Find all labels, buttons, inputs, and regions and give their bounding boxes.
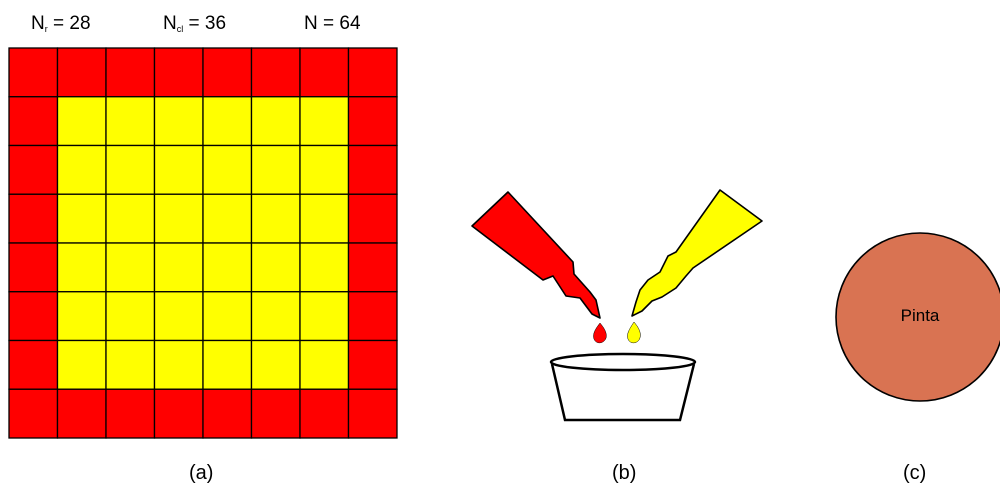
cell-grid <box>8 47 398 439</box>
yellow-cell <box>299 339 350 390</box>
yellow-cell <box>250 291 301 342</box>
yellow-cell <box>250 242 301 293</box>
yellow-cell <box>56 144 107 195</box>
yellow-cell <box>56 193 107 244</box>
yellow-cell <box>105 291 156 342</box>
yellow-cell <box>56 339 107 390</box>
yellow-cell <box>299 242 350 293</box>
yellow-cell <box>153 193 204 244</box>
caption-b: (b) <box>612 462 637 484</box>
paint-label: Pinta <box>900 306 940 325</box>
yellow-cell <box>202 242 253 293</box>
yellow-cell <box>202 291 253 342</box>
red-cell <box>347 339 398 390</box>
yellow-cell <box>299 291 350 342</box>
red-cell <box>8 144 59 195</box>
red-cell <box>347 388 398 439</box>
yellow-cell <box>202 193 253 244</box>
red-cell <box>347 144 398 195</box>
red-cell <box>56 47 107 98</box>
yellow-cell <box>153 291 204 342</box>
red-cell <box>202 388 253 439</box>
red-cell <box>299 388 350 439</box>
red-cell <box>153 388 204 439</box>
red-cell <box>105 388 156 439</box>
red-cell <box>105 47 156 98</box>
red-cell <box>250 388 301 439</box>
yellow-cell <box>153 242 204 293</box>
yellow-cell <box>202 339 253 390</box>
yellow-cell <box>250 193 301 244</box>
yellow-cell <box>250 96 301 147</box>
yellow-cell <box>153 339 204 390</box>
yellow-cell <box>299 96 350 147</box>
yellow-cell <box>299 144 350 195</box>
yellow-cell <box>153 96 204 147</box>
yellow-cell <box>105 144 156 195</box>
mixing-bowl <box>549 352 697 422</box>
red-cell <box>347 193 398 244</box>
red-cell <box>8 96 59 147</box>
yellow-cell <box>105 242 156 293</box>
count-red: Nr = 28 <box>31 13 91 34</box>
yellow-drop <box>627 321 641 344</box>
red-cell <box>299 47 350 98</box>
red-cell <box>347 291 398 342</box>
red-cell <box>8 47 59 98</box>
count-total: N = 64 <box>304 13 361 34</box>
caption-c: (c) <box>903 462 927 484</box>
red-cell <box>8 388 59 439</box>
red-cell <box>347 47 398 98</box>
yellow-cell <box>202 96 253 147</box>
caption-a: (a) <box>189 462 214 484</box>
yellow-cell <box>105 193 156 244</box>
yellow-bottle <box>627 189 763 344</box>
red-cell <box>8 242 59 293</box>
yellow-cell <box>202 144 253 195</box>
red-cell <box>347 96 398 147</box>
red-cell <box>8 339 59 390</box>
yellow-cell <box>56 291 107 342</box>
paint-circle <box>835 232 1000 402</box>
yellow-cell <box>105 96 156 147</box>
red-drop <box>593 322 607 344</box>
count-yellow: Ncl = 36 <box>163 13 227 34</box>
yellow-cell <box>299 193 350 244</box>
yellow-cell <box>105 339 156 390</box>
yellow-cell <box>153 144 204 195</box>
red-cell <box>250 47 301 98</box>
red-cell <box>8 291 59 342</box>
yellow-cell <box>56 96 107 147</box>
red-bottle <box>471 191 607 344</box>
red-cell <box>347 242 398 293</box>
red-cell <box>202 47 253 98</box>
yellow-cell <box>250 144 301 195</box>
red-cell <box>153 47 204 98</box>
yellow-cell <box>250 339 301 390</box>
red-cell <box>56 388 107 439</box>
yellow-cell <box>56 242 107 293</box>
red-cell <box>8 193 59 244</box>
